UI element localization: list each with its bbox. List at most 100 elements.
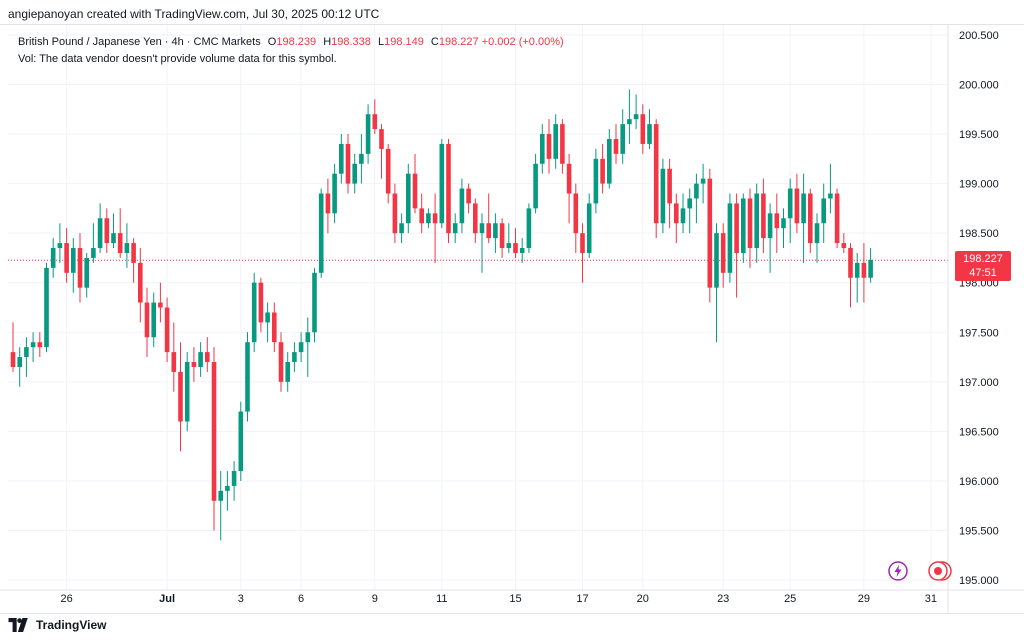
x-tick-label: 11: [436, 593, 447, 605]
candle: [446, 138, 451, 244]
candle: [687, 188, 692, 234]
candle-body: [158, 302, 163, 308]
candle-body: [272, 312, 277, 343]
candle-body: [439, 143, 445, 224]
candle-body: [586, 203, 592, 253]
candle-body: [278, 342, 284, 382]
candle-body: [566, 163, 572, 194]
low-value: 198.149: [384, 36, 424, 48]
chart-frame[interactable]: 195.000 195.500 196.000 196.500 197.000 197.5…: [0, 24, 1024, 614]
candle-body: [432, 213, 438, 224]
candle: [553, 114, 558, 169]
y-tick-label: 199.000: [959, 179, 999, 191]
candle: [84, 252, 89, 298]
candle-body: [265, 312, 270, 323]
candle-body: [292, 352, 297, 363]
candlestick-chart[interactable]: 195.000 195.500 196.000 196.500 197.000 197.5…: [0, 25, 1024, 613]
lightning-icon[interactable]: [888, 561, 908, 581]
candle: [37, 332, 43, 358]
candle: [834, 188, 840, 249]
candle: [586, 193, 592, 258]
candle: [466, 183, 471, 214]
candle: [741, 193, 746, 263]
candle: [734, 193, 739, 298]
candle-body: [660, 168, 666, 224]
candle: [77, 233, 83, 303]
candle-body: [352, 163, 357, 184]
high-label: H: [323, 36, 332, 48]
candle: [298, 332, 304, 363]
candle-body: [821, 198, 826, 224]
candle-body: [720, 233, 726, 273]
candle-body: [211, 362, 217, 501]
candle-body: [787, 188, 793, 219]
candle-body: [620, 124, 625, 154]
candle: [178, 342, 183, 452]
candle-body: [653, 124, 659, 224]
candle-body: [607, 138, 612, 184]
candle-body: [131, 243, 136, 263]
candles: [10, 89, 873, 541]
candle-body: [533, 163, 538, 209]
candle-body: [225, 485, 230, 491]
candle-body: [861, 262, 867, 278]
candle: [861, 243, 867, 303]
candle: [352, 153, 357, 194]
candle-body: [298, 342, 304, 353]
candle-body: [205, 352, 210, 363]
candle: [10, 322, 16, 372]
candle: [184, 352, 190, 432]
candle-body: [97, 218, 103, 249]
candle-body: [124, 243, 130, 253]
candle-body: [138, 262, 143, 303]
candle-body: [486, 223, 491, 239]
candle: [473, 198, 478, 244]
record-icon[interactable]: [928, 561, 952, 581]
candle: [258, 277, 264, 333]
candle-body: [57, 243, 63, 249]
candle: [198, 342, 203, 377]
candle-body: [580, 233, 585, 253]
candle: [533, 153, 538, 214]
candle-body: [345, 143, 351, 184]
candle-body: [164, 307, 170, 353]
candle: [439, 138, 445, 229]
candle: [700, 163, 706, 204]
candle-body: [633, 114, 639, 120]
x-tick-label: 31: [925, 593, 937, 605]
candle: [426, 208, 431, 229]
candle: [787, 178, 793, 244]
candle: [231, 461, 237, 501]
x-tick-label: 3: [238, 593, 244, 605]
price-axis[interactable]: 195.000 195.500 196.000 196.500 197.000 197.5…: [947, 25, 999, 613]
candle-body: [184, 362, 190, 422]
candle: [519, 238, 525, 263]
candle-body: [506, 243, 512, 249]
candle: [285, 352, 290, 392]
candle-body: [747, 198, 753, 249]
candle-body: [553, 124, 558, 159]
candle: [747, 188, 753, 268]
candle: [325, 178, 331, 234]
symbol-title[interactable]: British Pound / Japanese Yen · 4h · CMC …: [18, 36, 261, 48]
candle: [171, 322, 177, 392]
candle-body: [238, 411, 244, 472]
candle: [339, 134, 344, 184]
candle: [144, 287, 150, 358]
candle-body: [71, 248, 76, 273]
candle-body: [526, 208, 532, 249]
candle-body: [426, 213, 431, 224]
candle: [332, 163, 337, 224]
candle-body: [332, 173, 337, 214]
candle: [674, 193, 679, 244]
candle: [761, 178, 766, 253]
y-tick-label: 197.500: [959, 327, 999, 339]
candle-body: [647, 124, 652, 144]
candle-body: [151, 302, 156, 338]
candle-body: [848, 248, 853, 278]
candle: [607, 129, 612, 189]
candle-body: [231, 471, 237, 486]
candle: [399, 213, 404, 244]
time-axis[interactable]: 26 Jul 3 6 9 11 15 17 20 23 25 29 31: [0, 589, 1024, 605]
candle-body: [734, 203, 739, 253]
